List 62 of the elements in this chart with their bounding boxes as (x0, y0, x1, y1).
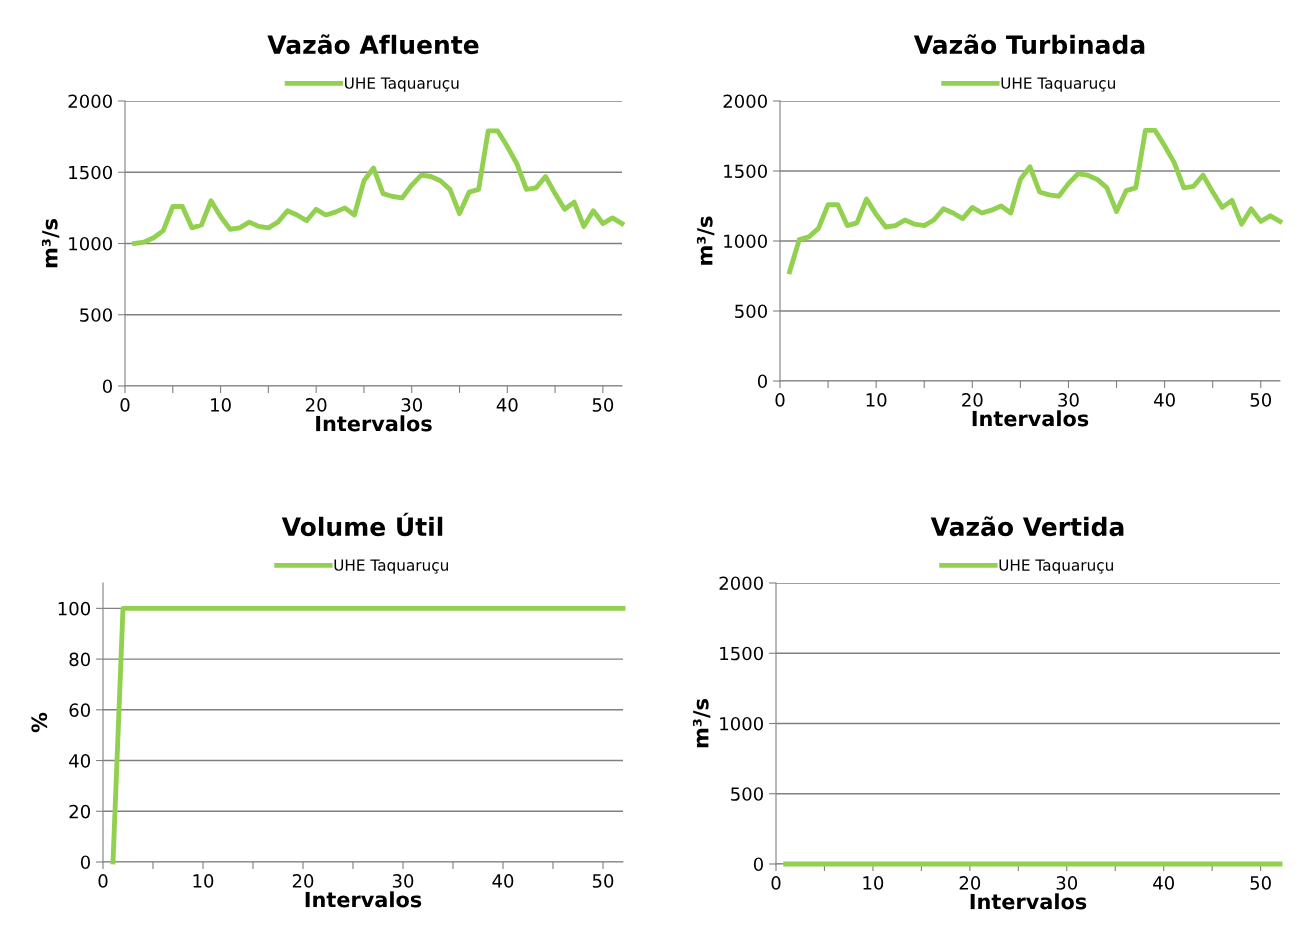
x-tick-label: 40 (1154, 393, 1175, 407)
y-tick-label: 2000 (719, 576, 763, 591)
y-axis-title: m³/s (696, 216, 715, 265)
x-tick-label: 0 (775, 393, 785, 407)
chart-title: Volume Útil (281, 512, 443, 537)
x-axis-title: Intervalos (970, 893, 1087, 910)
x-axis-title: Intervalos (972, 410, 1089, 427)
x-axis-title: Intervalos (305, 891, 422, 908)
y-tick-label: 0 (753, 857, 763, 872)
x-tick-label: 10 (863, 876, 884, 890)
line-series (132, 128, 625, 246)
chart-title: Vazão Vertida (930, 516, 1124, 537)
y-tick-label: 100 (58, 601, 90, 616)
y-tick-label: 500 (80, 308, 112, 322)
line-series (787, 127, 1283, 275)
x-tick-label: 30 (1058, 393, 1079, 407)
y-tick-label: 500 (731, 787, 763, 801)
x-tick-label: 10 (193, 874, 214, 888)
chart-title: Vazão Turbinada (913, 34, 1145, 55)
y-tick-label: 40 (69, 754, 90, 768)
y-tick-label: 2000 (723, 94, 767, 109)
legend-label: UHE Taquaruçu (999, 559, 1113, 574)
x-tick-label: 50 (1250, 876, 1271, 890)
x-tick-label: 50 (1250, 393, 1272, 407)
x-tick-label: 40 (492, 874, 514, 888)
y-tick-label: 500 (735, 304, 767, 319)
y-axis-title: m³/s (692, 699, 711, 748)
y-tick-label: 2000 (68, 94, 112, 109)
y-tick-label: 0 (757, 374, 767, 389)
y-tick-label: 60 (69, 703, 90, 717)
y-axis-title: m³/s (41, 219, 60, 268)
y-tick-label: 0 (80, 855, 90, 870)
x-tick-label: 50 (592, 874, 614, 888)
x-axis-title: Intervalos (316, 415, 432, 432)
x-tick-label: 30 (1056, 876, 1078, 890)
x-tick-label: 30 (392, 874, 414, 888)
y-tick-label: 1500 (69, 165, 112, 180)
x-tick-label: 40 (1153, 876, 1174, 890)
x-tick-label: 20 (292, 874, 314, 888)
x-tick-label: 20 (959, 876, 981, 890)
y-tick-label: 1500 (720, 646, 763, 661)
legend-label: UHE Taquaruçu (345, 77, 459, 92)
y-tick-label: 1000 (69, 236, 112, 251)
x-tick-label: 0 (771, 876, 781, 890)
x-tick-label: 10 (211, 398, 231, 412)
x-tick-label: 10 (866, 393, 887, 407)
x-tick-label: 0 (120, 398, 130, 412)
y-axis-title: % (31, 712, 48, 733)
x-tick-label: 50 (592, 398, 614, 412)
y-tick-label: 20 (69, 804, 90, 819)
y-tick-label: 1000 (724, 234, 767, 249)
y-tick-label: 80 (69, 652, 90, 667)
y-tick-label: 0 (102, 379, 112, 394)
x-tick-label: 20 (962, 393, 983, 407)
y-tick-label: 1500 (724, 164, 767, 179)
chart-title: Vazão Afluente (267, 34, 479, 55)
x-tick-label: 20 (305, 398, 327, 412)
legend-label: UHE Taquaruçu (334, 559, 448, 574)
y-tick-label: 1000 (720, 716, 763, 731)
x-tick-label: 30 (401, 398, 423, 412)
x-tick-label: 40 (496, 398, 518, 412)
legend-label: UHE Taquaruçu (1001, 77, 1115, 92)
